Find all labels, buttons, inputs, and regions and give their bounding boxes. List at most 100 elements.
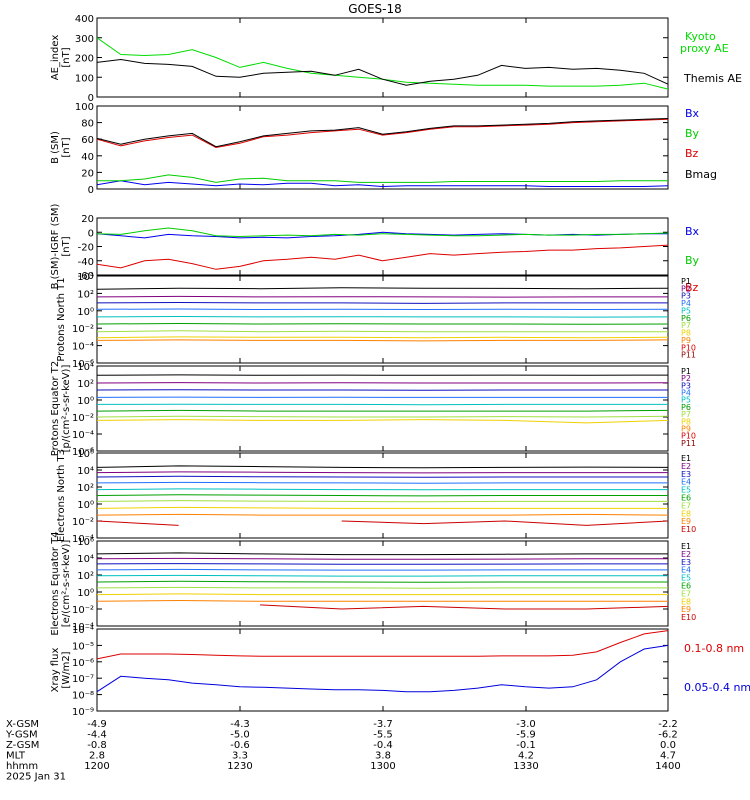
legend-e5: E5	[681, 574, 691, 583]
channel-line-p3	[96, 389, 668, 391]
channel-line-p5	[96, 403, 668, 406]
legend-p6: P6	[681, 314, 691, 323]
y-tick-label: 10⁰	[77, 500, 94, 511]
legend-p8: P8	[681, 417, 691, 426]
y-axis-label: B (SM)[nT]	[50, 131, 72, 164]
footer-label: Z-GSM	[6, 740, 39, 751]
channel-line-e6	[96, 580, 668, 583]
series-line-bz	[96, 244, 669, 270]
series-line-bx	[96, 231, 668, 239]
y-tick-label: 10⁴	[77, 466, 94, 477]
series-line-0-1-0-8-nm	[96, 630, 669, 660]
footer-value: -4.9	[87, 719, 107, 730]
legend-bx: Bx	[685, 225, 700, 238]
y-tick-label: -60	[78, 271, 94, 282]
y-tick-label: 10²	[77, 571, 94, 582]
channel-line-e2	[96, 471, 668, 474]
footer-label: X-GSM	[6, 719, 39, 730]
footer-value: -4.3	[230, 719, 250, 730]
series-line-by	[97, 174, 668, 183]
panel-frame	[96, 365, 669, 452]
legend-e4: E4	[681, 478, 691, 487]
y-tick-label: 10⁶	[77, 537, 94, 548]
legend-e6: E6	[681, 582, 691, 591]
legend-p5: P5	[681, 306, 691, 315]
panel-2: 0 20 40 60 80 100 B (SM)[nT] Bx By Bz Bmag	[50, 102, 717, 196]
legend-p10: P10	[681, 432, 696, 441]
legend-e2: E2	[681, 462, 691, 471]
series-line-bmag	[96, 118, 669, 148]
panel-frame	[96, 217, 669, 276]
channel-line-e7	[96, 500, 668, 503]
legend-e3: E3	[681, 470, 691, 479]
legend-bz: Bz	[685, 281, 699, 294]
channel-line-e4	[96, 568, 668, 571]
legend-e9: E9	[681, 605, 691, 614]
y-tick-label: 20	[81, 214, 94, 225]
footer-value: -5.5	[373, 730, 393, 741]
channel-line-e4	[96, 481, 668, 484]
legend-xray-1: 0.05-0.4 nm	[684, 681, 750, 694]
y-tick-label: -40	[78, 257, 94, 268]
footer-value: -5.9	[516, 730, 536, 741]
legend-p6: P6	[681, 403, 691, 412]
y-tick-label: 20	[81, 168, 94, 179]
legend-e8: E8	[681, 509, 691, 518]
y-tick-label: 200	[75, 54, 94, 65]
footer-value: 3.3	[232, 751, 248, 762]
legend-e5: E5	[681, 486, 691, 495]
footer-value: -0.6	[230, 740, 250, 751]
y-tick-label: 400	[75, 14, 94, 25]
channel-line-p6	[96, 409, 669, 412]
channel-line-p2	[96, 295, 668, 298]
y-tick-label: 10⁻⁴	[72, 342, 94, 353]
panel-frame	[96, 17, 669, 98]
footer-value: -0.1	[516, 740, 536, 751]
channel-line-e3	[96, 563, 668, 565]
panel-3: -60 -40 -20 0 20 B (SM)-IGRF (SM)[nT] Bx By Bz	[50, 204, 700, 294]
y-tick-label: 0	[88, 228, 94, 239]
figure-title: GOES-18	[348, 2, 402, 16]
footer-value: -3.7	[373, 719, 393, 730]
legend-p2: P2	[681, 374, 691, 383]
legend-e9: E9	[681, 517, 691, 526]
footer-value: 1300	[370, 761, 395, 772]
channel-line-e1	[96, 465, 669, 469]
legend-p5: P5	[681, 396, 691, 405]
y-tick-label: 10⁻²	[72, 324, 94, 335]
legend-e1: E1	[681, 542, 691, 551]
legend-e7: E7	[681, 501, 691, 510]
y-tick-label: 40	[81, 152, 94, 163]
channel-line-e7	[96, 586, 668, 589]
footer-value: 1400	[655, 761, 680, 772]
channel-line-p4	[96, 308, 669, 311]
channel-line-e5	[96, 488, 668, 491]
y-tick-label: 10⁻²	[72, 413, 94, 424]
channel-line-p5	[96, 315, 669, 318]
channel-line-p9	[96, 339, 669, 342]
y-axis-label: B (SM)-IGRF (SM)[nT]	[50, 204, 72, 290]
legend-p3: P3	[681, 292, 691, 301]
channel-line-p7	[96, 415, 669, 418]
y-tick-label: 0	[88, 185, 94, 196]
legend-bz: Bz	[685, 147, 699, 160]
legend-e10: E10	[681, 613, 696, 622]
legend-p7: P7	[681, 321, 691, 330]
channel-line-e9	[96, 513, 669, 516]
channel-line-e2	[96, 557, 668, 560]
y-tick-label: 100	[75, 73, 94, 84]
y-tick-label: 10⁻⁴	[72, 534, 94, 545]
legend-p3: P3	[681, 381, 691, 390]
legend-e2: E2	[681, 550, 691, 559]
y-tick-label: 10²	[77, 289, 94, 300]
channel-line-p8	[96, 419, 669, 424]
legend-p9: P9	[681, 336, 691, 345]
channel-line-e8	[96, 593, 668, 596]
series-line-0-05-0-4-nm	[96, 644, 669, 693]
legend-p11: P11	[681, 351, 696, 360]
channel-line-p6	[96, 322, 669, 325]
footer-label: Y-GSM	[5, 730, 38, 741]
y-tick-label: 10⁻⁵	[72, 641, 94, 652]
